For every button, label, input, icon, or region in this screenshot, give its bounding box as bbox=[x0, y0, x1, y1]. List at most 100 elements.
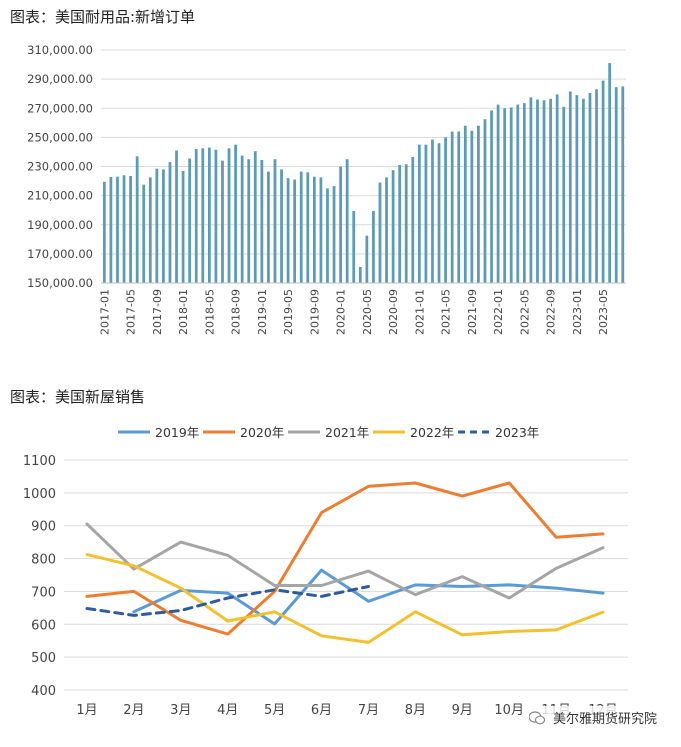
bar-mark bbox=[214, 149, 218, 283]
bar-mark bbox=[181, 170, 185, 283]
bar-mark bbox=[306, 172, 310, 283]
bar-mark bbox=[352, 210, 356, 283]
line-x-tick-label: 9月 bbox=[452, 703, 473, 718]
bar-mark bbox=[129, 175, 132, 283]
line-y-tick-label: 800 bbox=[31, 553, 56, 568]
line-chart-title: 图表：美国新屋销售 bbox=[10, 388, 146, 406]
line-x-tick-label: 5月 bbox=[264, 703, 285, 718]
bar-mark bbox=[240, 155, 244, 283]
bar-mark bbox=[601, 80, 605, 283]
bar-mark bbox=[162, 169, 165, 283]
bar-mark bbox=[555, 94, 559, 284]
line-y-tick-label: 600 bbox=[31, 618, 56, 633]
bar-mark bbox=[286, 178, 290, 283]
bar-mark bbox=[319, 177, 323, 283]
bar-x-tick-label: 2023-01 bbox=[571, 289, 584, 335]
bar-x-tick-label: 2017-01 bbox=[98, 289, 111, 335]
line-y-tick-label: 400 bbox=[31, 684, 56, 699]
series-line-2022年 bbox=[85, 553, 605, 644]
bar-mark bbox=[483, 119, 487, 283]
line-x-tick-label: 8月 bbox=[405, 703, 426, 718]
bar-mark bbox=[404, 164, 408, 283]
bar-mark bbox=[522, 103, 526, 283]
bar-mark bbox=[155, 168, 159, 283]
line-y-tick-label: 700 bbox=[31, 585, 56, 600]
legend-label: 2019年 bbox=[155, 425, 199, 440]
bar-y-tick-label: 270,000.00 bbox=[27, 101, 93, 115]
series-line-2020年 bbox=[85, 481, 605, 636]
line-y-tick-label: 1100 bbox=[23, 454, 56, 469]
bar-y-tick-label: 190,000.00 bbox=[27, 218, 93, 232]
bar-x-tick-label: 2017-09 bbox=[151, 289, 164, 335]
bar-mark bbox=[411, 157, 415, 283]
bar-x-tick-label: 2022-09 bbox=[545, 289, 558, 335]
watermark: 美尔雅期货研究院 bbox=[528, 706, 661, 729]
wechat-icon bbox=[528, 710, 549, 725]
legend-label: 2022年 bbox=[410, 425, 454, 440]
bar-mark bbox=[529, 97, 533, 283]
bar-y-tick-label: 150,000.00 bbox=[27, 276, 93, 290]
bar-mark bbox=[175, 150, 178, 283]
durable-goods-bar-chart: 150,000.00 170,000.00 190,000.00 210,000.00… bbox=[27, 43, 626, 335]
bar-mark bbox=[470, 130, 474, 283]
series-line-2019年 bbox=[132, 568, 605, 626]
bar-mark bbox=[273, 159, 277, 283]
bar-mark bbox=[299, 171, 303, 283]
bar-mark bbox=[608, 63, 612, 284]
bar-mark bbox=[326, 188, 329, 283]
series-line-2023年 bbox=[85, 585, 370, 617]
bar-mark bbox=[614, 87, 618, 284]
bar-mark bbox=[293, 179, 297, 283]
line-x-tick-label: 1月 bbox=[76, 703, 97, 718]
bar-mark bbox=[358, 266, 362, 283]
bar-mark bbox=[424, 144, 428, 283]
bar-mark bbox=[477, 125, 480, 283]
bar-mark bbox=[503, 108, 507, 283]
bar-mark bbox=[549, 98, 552, 283]
bar-mark bbox=[536, 99, 539, 283]
line-x-tick-label: 3月 bbox=[170, 703, 191, 718]
bar-mark bbox=[516, 104, 520, 283]
bar-mark bbox=[168, 162, 172, 283]
bar-x-tick-label: 2022-05 bbox=[518, 289, 531, 335]
bar-mark bbox=[562, 106, 566, 283]
bar-x-tick-label: 2021-01 bbox=[413, 289, 426, 335]
bar-mark bbox=[234, 144, 237, 283]
bar-mark bbox=[365, 235, 369, 283]
bar-mark bbox=[109, 176, 113, 283]
bar-mark bbox=[431, 139, 434, 283]
bar-y-tick-label: 230,000.00 bbox=[27, 160, 93, 174]
bar-mark bbox=[194, 149, 198, 283]
bar-mark bbox=[417, 144, 421, 283]
bar-x-tick-label: 2021-05 bbox=[440, 289, 453, 335]
bar-x-tick-label: 2023-05 bbox=[597, 289, 610, 335]
bar-mark bbox=[437, 143, 441, 283]
bar-mark bbox=[378, 182, 382, 283]
bar-mark bbox=[312, 176, 316, 283]
watermark-text: 美尔雅期货研究院 bbox=[552, 712, 657, 727]
bar-chart-title: 图表：美国耐用品:新增订单 bbox=[10, 8, 196, 26]
bar-mark bbox=[385, 177, 388, 283]
bar-mark bbox=[339, 166, 342, 283]
line-x-tick-label: 6月 bbox=[311, 703, 332, 718]
line-y-tick-label: 900 bbox=[31, 520, 56, 535]
bar-mark bbox=[588, 92, 592, 283]
bar-mark bbox=[398, 165, 402, 283]
bar-mark bbox=[595, 89, 598, 283]
bar-mark bbox=[332, 186, 336, 283]
bar-y-tick-label: 170,000.00 bbox=[27, 247, 93, 261]
bar-mark bbox=[253, 151, 257, 283]
line-y-tick-label: 1000 bbox=[23, 487, 56, 502]
bar-mark bbox=[142, 184, 146, 283]
bar-x-tick-label: 2018-05 bbox=[203, 289, 216, 335]
bar-mark bbox=[116, 176, 119, 283]
bar-mark bbox=[463, 125, 467, 283]
bar-mark bbox=[221, 160, 224, 283]
bar-mark bbox=[509, 107, 513, 283]
bar-mark bbox=[496, 104, 500, 283]
legend-label: 2021年 bbox=[325, 425, 369, 440]
line-y-tick-label: 500 bbox=[31, 651, 56, 666]
bar-mark bbox=[372, 210, 375, 283]
legend-label: 2023年 bbox=[495, 425, 539, 440]
